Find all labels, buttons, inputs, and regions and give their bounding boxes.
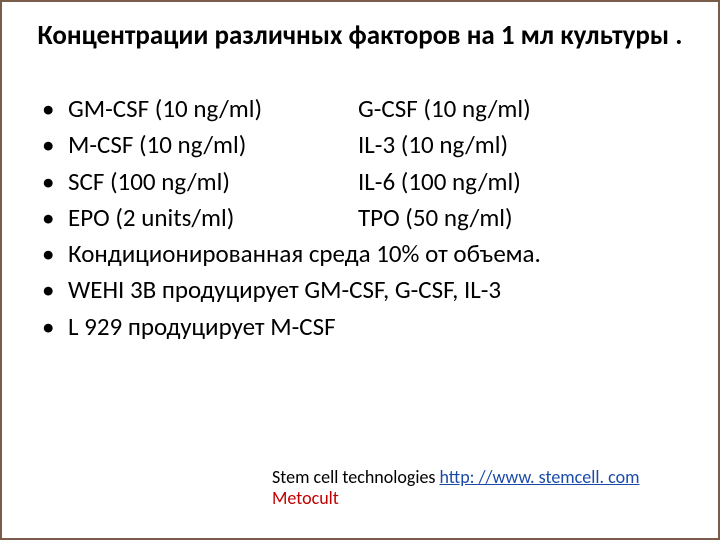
footer-line1: Stem cell technologies http: //www. stem… (272, 467, 639, 489)
footer: Stem cell technologies http: //www. stem… (272, 467, 639, 510)
list-item: WEHI 3B продуцирует GM-CSF, G-CSF, IL-3 (40, 272, 688, 308)
footer-line2: Metocult (272, 488, 639, 510)
factor-left: GM-CSF (10 ng/ml) (68, 91, 358, 127)
factor-right: G-CSF (10 ng/ml) (358, 91, 688, 127)
bullet-list: GM-CSF (10 ng/ml) G-CSF (10 ng/ml) M-CSF… (40, 91, 688, 345)
factor-right: TPO (50 ng/ml) (358, 200, 688, 236)
slide-title: Концентрации различных факторов на 1 мл … (32, 20, 688, 51)
factor-right: IL-3 (10 ng/ml) (358, 127, 688, 163)
factor-left: M-CSF (10 ng/ml) (68, 127, 358, 163)
footer-prefix: Stem cell technologies (272, 466, 440, 488)
list-item: SCF (100 ng/ml) IL-6 (100 ng/ml) (40, 164, 688, 200)
factor-right: IL-6 (100 ng/ml) (358, 164, 688, 200)
list-item: EPO (2 units/ml) TPO (50 ng/ml) (40, 200, 688, 236)
factor-left: SCF (100 ng/ml) (68, 164, 358, 200)
slide-frame: Концентрации различных факторов на 1 мл … (0, 0, 720, 540)
factor-left: EPO (2 units/ml) (68, 200, 358, 236)
footer-link[interactable]: http: //www. stemcell. com (440, 466, 640, 488)
list-item: Кондиционированная среда 10% от объема. (40, 236, 688, 272)
list-item: GM-CSF (10 ng/ml) G-CSF (10 ng/ml) (40, 91, 688, 127)
list-item: L 929 продуцирует M-CSF (40, 309, 688, 345)
list-item: M-CSF (10 ng/ml) IL-3 (10 ng/ml) (40, 127, 688, 163)
